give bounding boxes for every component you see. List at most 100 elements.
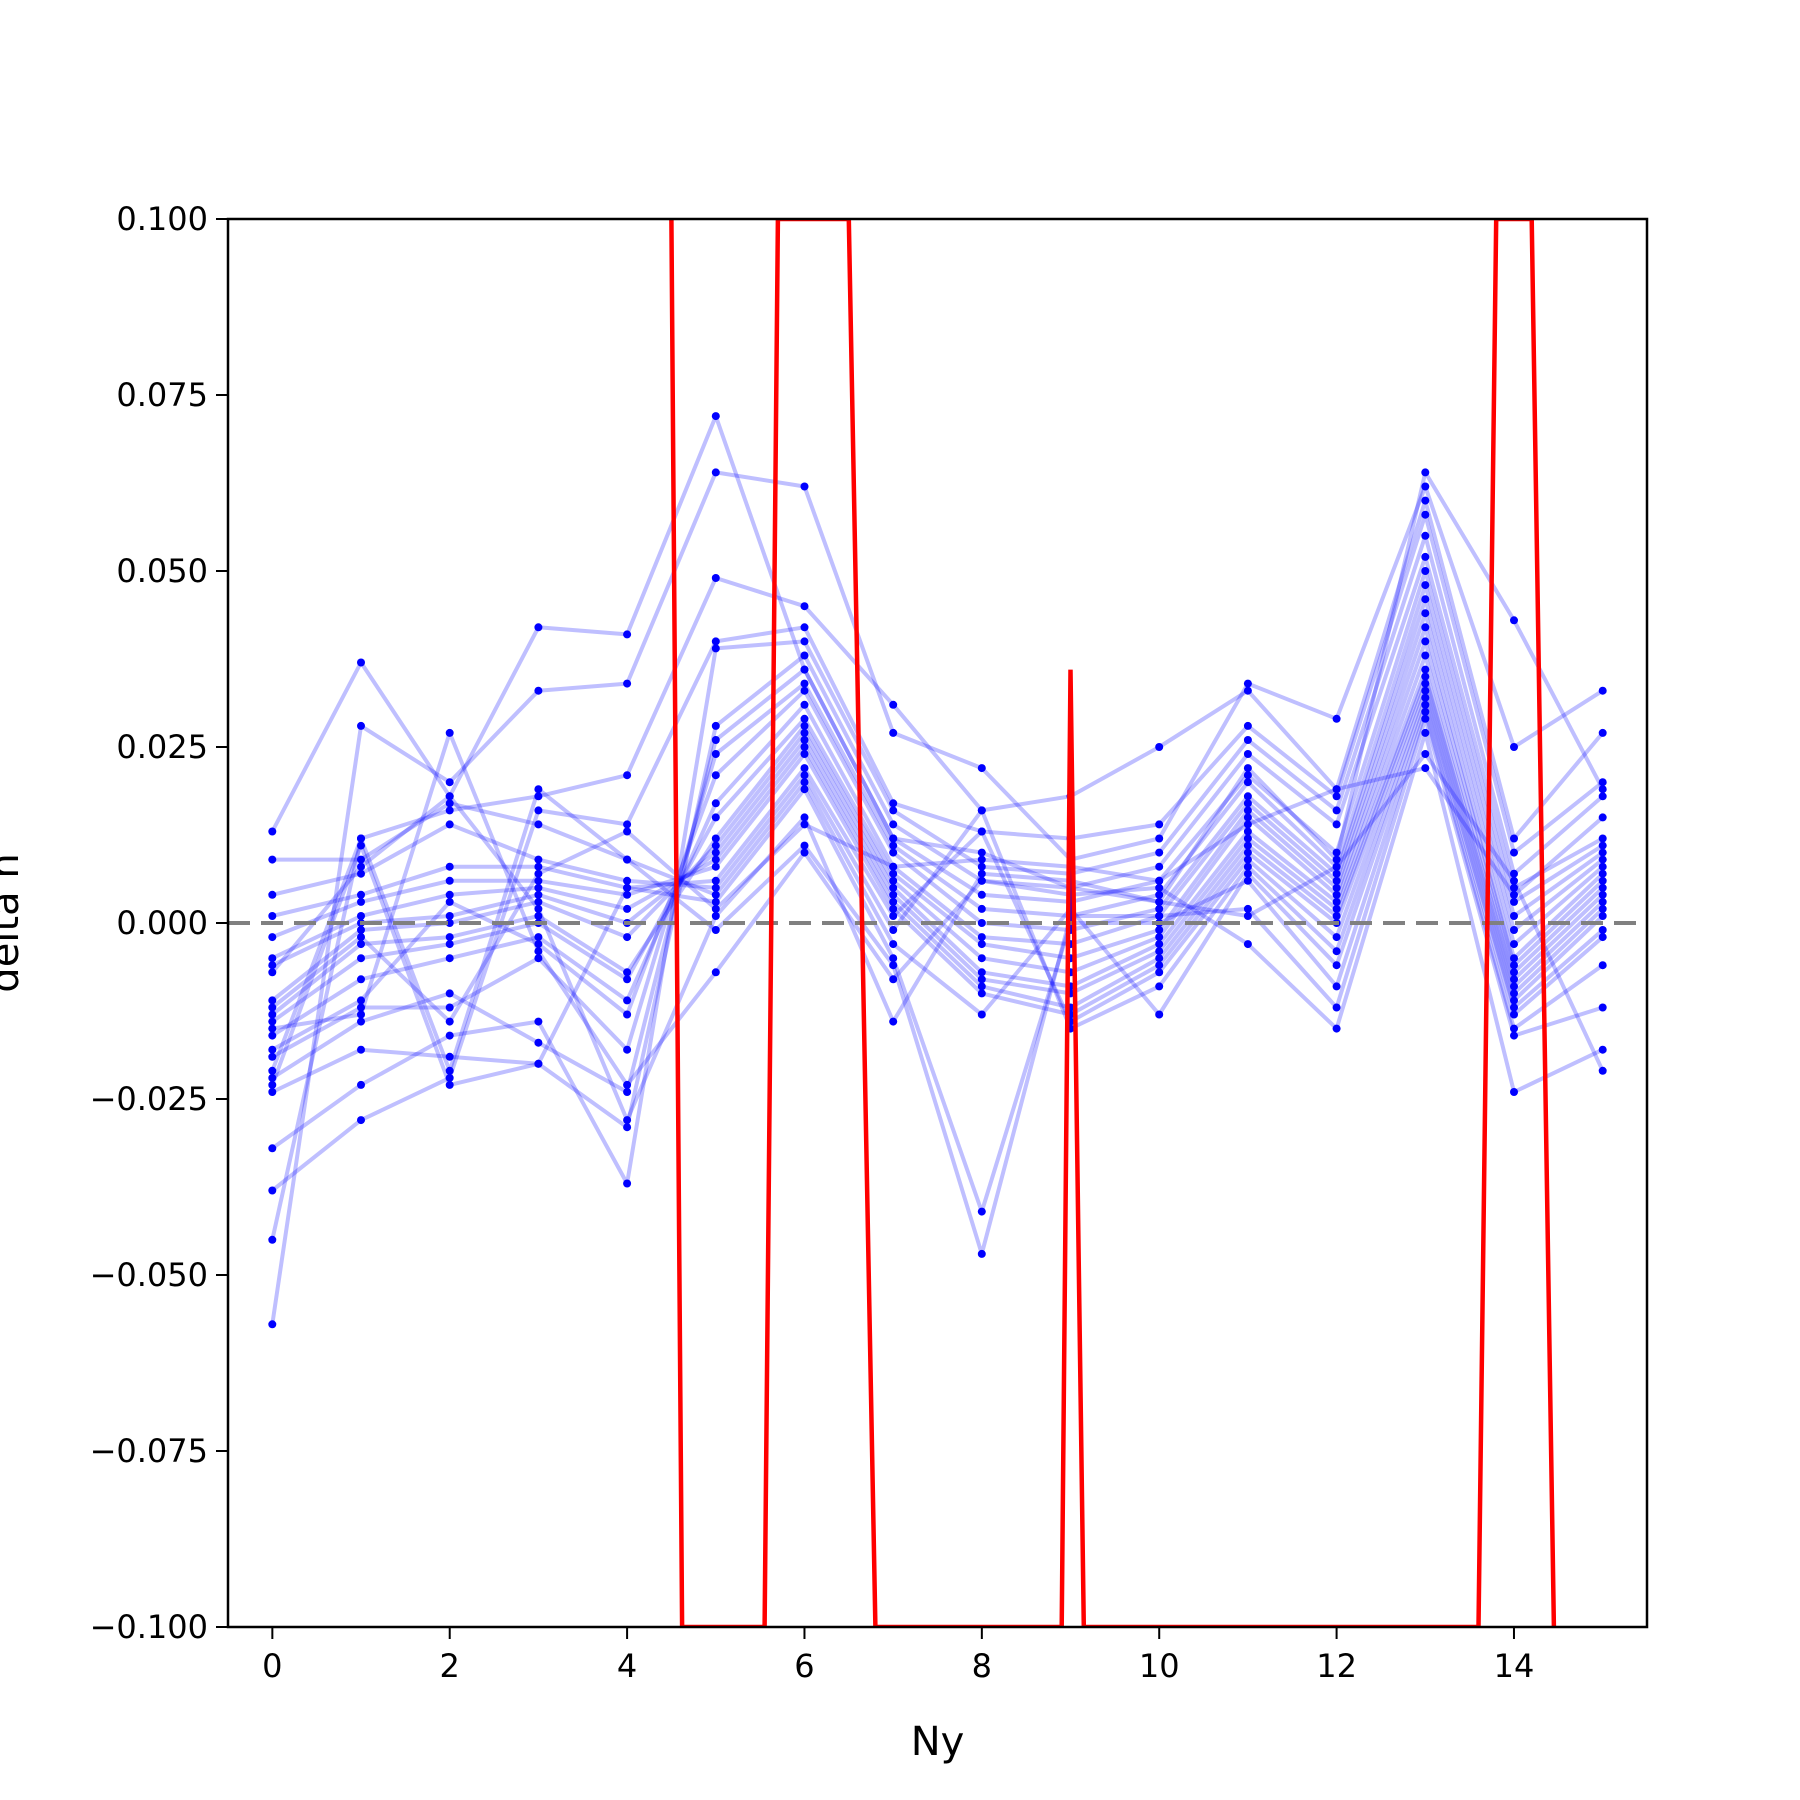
blue-point-8-2 [445,897,454,906]
blue-point-3-6 [800,623,809,632]
blue-point-18-0 [268,855,277,864]
blue-point-11-8 [977,954,986,963]
blue-point-5-14 [1510,883,1518,892]
blue-point-23-15 [1598,813,1607,822]
blue-point-16-11 [1243,855,1252,864]
blue-point-9-12 [1332,876,1341,885]
blue-point-21-14 [1510,1088,1518,1096]
blue-point-20-15 [1598,1003,1607,1012]
blue-point-7-2 [445,1003,454,1012]
blue-point-4-10 [1155,848,1164,857]
blue-point-12-3 [534,897,543,906]
blue-point-9-4 [623,996,632,1005]
blue-point-5-2 [445,1052,454,1061]
blue-point-21-1 [357,1010,365,1019]
blue-point-14-4 [623,904,632,913]
blue-point-3-2 [445,1073,454,1082]
y-tick-label-5: 0.025 [116,728,208,766]
blue-series-line-7 [271,583,1604,1059]
blue-point-15-1 [357,897,365,906]
blue-point-2-11 [1243,686,1252,695]
blue-point-7-11 [1243,778,1252,787]
blue-point-8-5 [711,771,720,780]
blue-point-7-1 [357,1003,365,1012]
blue-series-line-19 [270,709,1604,1214]
blue-point-10-10 [1155,926,1164,934]
blue-point-15-14 [1510,989,1518,998]
blue-point-11-12 [1332,890,1341,899]
blue-point-6-0 [268,1073,277,1082]
blue-point-8-3 [534,940,543,949]
blue-point-11-0 [268,1010,277,1019]
blue-point-20-0 [268,1066,277,1075]
blue-point-11-11 [1243,813,1252,822]
blue-point-14-3 [534,883,543,892]
blue-point-10-6 [800,714,809,723]
blue-series-line-17 [271,695,1605,1031]
blue-point-12-10 [1155,940,1164,949]
blue-point-0-8 [977,848,986,857]
blue-point-1-10 [1155,834,1164,843]
blue-point-22-12 [1332,862,1341,871]
blue-point-5-1 [357,1045,365,1054]
blue-point-19-15 [1598,961,1607,970]
blue-point-22-8 [977,869,986,878]
blue-point-15-8 [977,989,986,998]
blue-point-9-3 [534,933,543,942]
blue-series-lines [270,414,1605,1325]
blue-point-18-8 [977,1010,986,1019]
blue-point-9-11 [1243,799,1252,808]
blue-point-12-7 [889,883,898,892]
blue-point-6-8 [977,890,986,899]
blue-point-10-7 [889,869,898,878]
blue-point-13-13 [1421,665,1430,674]
blue-series-line-23 [271,766,1605,1024]
blue-point-13-11 [1243,834,1252,843]
blue-point-13-2 [445,912,454,920]
blue-point-6-3 [534,1038,543,1047]
blue-point-3-12 [1332,792,1341,801]
blue-point-8-15 [1598,855,1607,864]
blue-point-8-6 [800,686,809,695]
blue-point-22-10 [1155,897,1164,906]
blue-point-17-6 [800,771,809,780]
blue-point-23-1 [357,933,365,942]
blue-point-6-11 [1243,771,1252,780]
y-tick-label-0: −0.100 [90,1608,208,1646]
x-tick-label-2: 4 [617,1647,637,1685]
blue-point-4-15 [1598,792,1607,801]
blue-point-9-8 [977,933,986,942]
blue-point-4-8 [977,862,986,871]
blue-point-18-12 [1332,961,1341,970]
blue-point-16-6 [800,764,809,773]
blue-point-21-6 [800,848,809,857]
y-axis-label: delta n [0,853,28,992]
blue-point-19-5 [711,897,720,906]
blue-point-20-6 [800,841,809,850]
blue-point-12-15 [1598,883,1607,892]
blue-point-11-1 [357,940,365,949]
blue-point-2-4 [623,771,632,780]
blue-point-22-6 [800,813,809,822]
blue-point-10-13 [1421,623,1430,632]
blue-point-13-8 [977,975,986,984]
blue-series-line-15 [271,681,1605,1017]
blue-point-11-7 [889,876,898,885]
blue-point-0-12 [1332,855,1341,864]
blue-series-line-4 [271,533,1605,1186]
blue-point-12-13 [1421,651,1430,660]
blue-point-4-7 [889,806,898,815]
blue-point-11-15 [1598,876,1607,885]
blue-point-22-7 [889,1017,898,1026]
blue-point-18-14 [1510,1010,1518,1019]
blue-point-6-6 [800,665,809,674]
blue-point-6-1 [357,1017,365,1026]
blue-point-23-7 [889,862,898,871]
blue-point-23-5 [711,904,720,913]
blue-point-23-2 [445,1017,454,1026]
blue-point-0-13 [1421,468,1430,477]
blue-point-3-1 [357,1116,365,1125]
blue-point-13-10 [1155,947,1164,956]
blue-point-18-1 [357,855,365,864]
